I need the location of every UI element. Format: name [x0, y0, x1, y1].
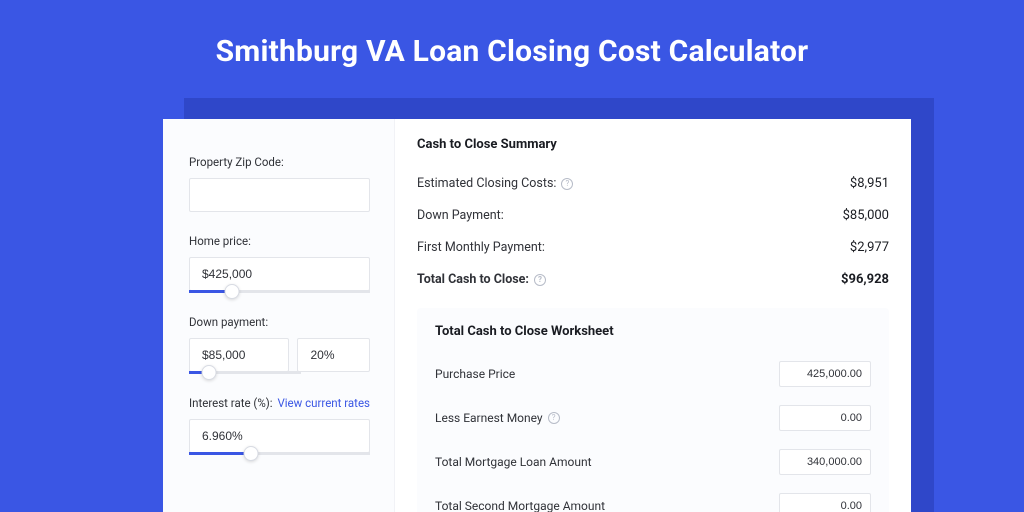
summary-row-first-payment: First Monthly Payment: $2,977 — [417, 232, 889, 264]
down-payment-slider[interactable] — [189, 371, 301, 374]
worksheet-label: Less Earnest Money ? — [435, 411, 560, 425]
worksheet-title: Total Cash to Close Worksheet — [435, 324, 871, 339]
worksheet-row-mortgage-amount: Total Mortgage Loan Amount — [435, 443, 871, 487]
home-price-field: Home price: — [189, 234, 370, 293]
view-rates-link[interactable]: View current rates — [277, 396, 370, 410]
zip-field: Property Zip Code: — [189, 155, 370, 212]
summary-label: Down Payment: — [417, 208, 504, 223]
worksheet-label-text: Total Second Mortgage Amount — [435, 499, 605, 512]
inputs-column: Property Zip Code: Home price: Down paym… — [163, 119, 395, 512]
calculator-card: Property Zip Code: Home price: Down paym… — [163, 119, 911, 512]
results-column: Cash to Close Summary Estimated Closing … — [395, 119, 911, 512]
summary-label-text: Down Payment: — [417, 208, 504, 223]
down-payment-slider-thumb[interactable] — [202, 365, 217, 380]
summary-label-text: Total Cash to Close: — [417, 272, 529, 287]
interest-rate-input[interactable] — [189, 419, 370, 453]
help-icon[interactable]: ? — [561, 178, 573, 190]
interest-rate-slider[interactable] — [189, 452, 370, 455]
worksheet-label-text: Total Mortgage Loan Amount — [435, 455, 592, 469]
summary-title: Cash to Close Summary — [417, 137, 889, 152]
down-payment-row — [189, 338, 370, 372]
home-price-label: Home price: — [189, 234, 370, 248]
worksheet-value-input[interactable] — [779, 493, 871, 512]
worksheet-row-earnest-money: Less Earnest Money ? — [435, 399, 871, 443]
interest-rate-slider-fill — [189, 452, 251, 455]
worksheet-label: Purchase Price — [435, 367, 515, 381]
interest-rate-slider-thumb[interactable] — [243, 446, 258, 461]
home-price-slider-thumb[interactable] — [225, 284, 240, 299]
worksheet-panel: Total Cash to Close Worksheet Purchase P… — [417, 308, 889, 512]
page-title: Smithburg VA Loan Closing Cost Calculato… — [0, 0, 1024, 69]
summary-row-down-payment: Down Payment: $85,000 — [417, 200, 889, 232]
worksheet-value-input[interactable] — [779, 361, 871, 387]
help-icon[interactable]: ? — [534, 274, 546, 286]
interest-rate-slider-wrap — [189, 419, 370, 455]
worksheet-value-input[interactable] — [779, 405, 871, 431]
worksheet-label: Total Mortgage Loan Amount — [435, 455, 592, 469]
worksheet-row-purchase-price: Purchase Price — [435, 355, 871, 399]
summary-value: $85,000 — [843, 208, 889, 223]
worksheet-label: Total Second Mortgage Amount — [435, 499, 605, 512]
summary-value: $2,977 — [850, 240, 889, 255]
zip-input[interactable] — [189, 178, 370, 212]
summary-label: First Monthly Payment: — [417, 240, 545, 255]
help-icon[interactable]: ? — [548, 412, 560, 424]
home-price-slider-wrap — [189, 257, 370, 293]
interest-rate-field: Interest rate (%): View current rates — [189, 396, 370, 455]
worksheet-value-input[interactable] — [779, 449, 871, 475]
down-payment-label: Down payment: — [189, 315, 370, 329]
worksheet-row-second-mortgage: Total Second Mortgage Amount — [435, 487, 871, 512]
down-payment-percent-input[interactable] — [297, 338, 370, 372]
summary-total-value: $96,928 — [841, 272, 889, 287]
summary-value: $8,951 — [850, 176, 889, 191]
summary-row-total: Total Cash to Close: ? $96,928 — [417, 264, 889, 296]
worksheet-label-text: Purchase Price — [435, 367, 515, 381]
interest-rate-label-text: Interest rate (%): — [189, 396, 273, 410]
summary-row-closing-costs: Estimated Closing Costs: ? $8,951 — [417, 168, 889, 200]
home-price-slider[interactable] — [189, 290, 370, 293]
zip-label: Property Zip Code: — [189, 155, 370, 169]
interest-rate-label: Interest rate (%): View current rates — [189, 396, 370, 410]
summary-label: Estimated Closing Costs: ? — [417, 176, 573, 191]
summary-label-text: First Monthly Payment: — [417, 240, 545, 255]
summary-total-label: Total Cash to Close: ? — [417, 272, 546, 287]
home-price-input[interactable] — [189, 257, 370, 291]
summary-label-text: Estimated Closing Costs: — [417, 176, 556, 191]
down-payment-field: Down payment: — [189, 315, 370, 374]
worksheet-label-text: Less Earnest Money — [435, 411, 543, 425]
